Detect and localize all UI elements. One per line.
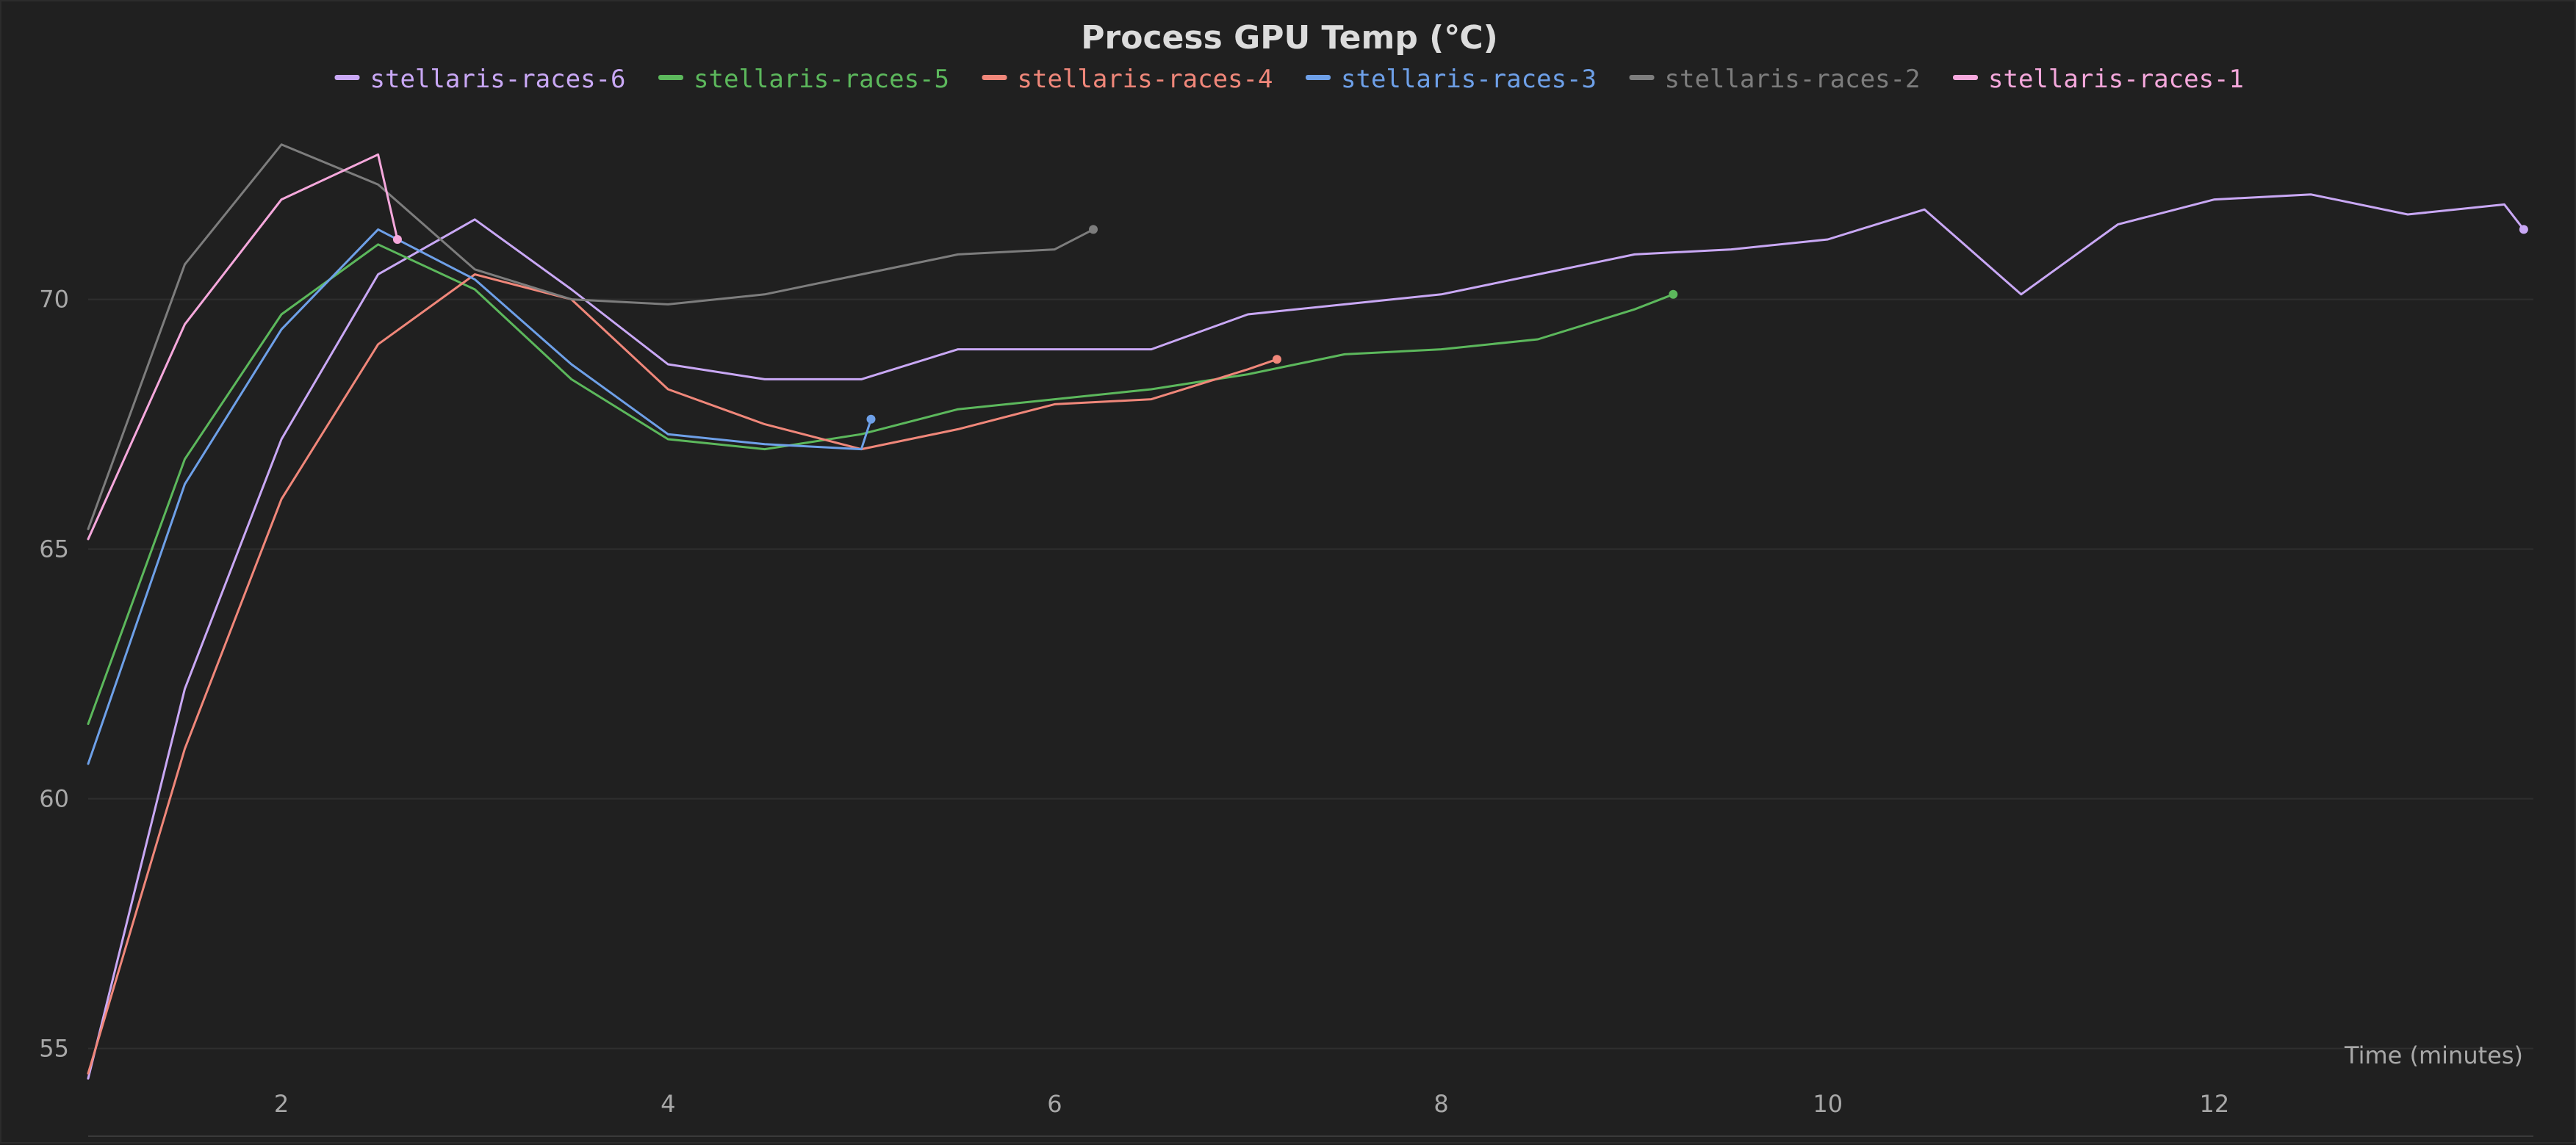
series-line-stellaris-races-5 xyxy=(87,243,1674,726)
y-axis-ticks: 55 60 65 70 xyxy=(39,286,69,1063)
legend-label: stellaris-races-3 xyxy=(1341,65,1597,94)
y-tick-label: 65 xyxy=(39,535,69,563)
y-tick-label: 70 xyxy=(39,286,69,314)
x-tick-label: 12 xyxy=(2200,1090,2230,1118)
series-end-point-stellaris-races-4 xyxy=(1272,355,1281,364)
series-end-point-stellaris-races-5 xyxy=(1669,289,1678,299)
legend-label: stellaris-races-4 xyxy=(1018,65,1273,94)
series-line-stellaris-races-1 xyxy=(87,153,399,541)
legend-swatch xyxy=(1306,75,1331,80)
x-tick-label: 8 xyxy=(1433,1090,1448,1118)
series-line-stellaris-races-3 xyxy=(87,228,872,765)
x-axis-label: Time (minutes) xyxy=(2344,1041,2523,1069)
series-end-point-stellaris-races-2 xyxy=(1089,225,1098,234)
y-tick-label: 55 xyxy=(39,1035,69,1063)
legend-swatch xyxy=(1629,75,1655,80)
x-tick-label: 4 xyxy=(661,1090,675,1118)
legend-swatch xyxy=(658,75,683,80)
legend: stellaris-races-6 stellaris-races-5 stella… xyxy=(334,65,2244,94)
legend-item-stellaris-races-2[interactable]: stellaris-races-2 xyxy=(1629,65,1921,94)
legend-item-stellaris-races-5[interactable]: stellaris-races-5 xyxy=(658,65,949,94)
series-line-stellaris-races-6 xyxy=(87,193,2525,1080)
series-line-stellaris-races-4 xyxy=(87,273,1278,1075)
y-tick-label: 60 xyxy=(39,785,69,813)
series-end-point-stellaris-races-1 xyxy=(392,235,402,244)
grid xyxy=(88,298,2533,1050)
legend-swatch xyxy=(334,75,360,80)
series-end-point-stellaris-races-6 xyxy=(2519,225,2528,234)
legend-label: stellaris-races-5 xyxy=(694,65,949,94)
legend-label: stellaris-races-1 xyxy=(1988,65,2244,94)
legend-label: stellaris-races-2 xyxy=(1665,65,1921,94)
legend-item-stellaris-races-3[interactable]: stellaris-races-3 xyxy=(1306,65,1597,94)
legend-label: stellaris-races-6 xyxy=(370,65,626,94)
x-tick-label: 6 xyxy=(1047,1090,1062,1118)
x-tick-label: 2 xyxy=(274,1090,289,1118)
series-line-stellaris-races-2 xyxy=(87,143,1095,530)
series-end-point-stellaris-races-3 xyxy=(866,414,876,424)
legend-item-stellaris-races-1[interactable]: stellaris-races-1 xyxy=(1953,65,2244,94)
x-tick-label: 10 xyxy=(1813,1090,1843,1118)
legend-item-stellaris-races-6[interactable]: stellaris-races-6 xyxy=(334,65,626,94)
legend-item-stellaris-races-4[interactable]: stellaris-races-4 xyxy=(982,65,1273,94)
x-axis-ticks: 2 4 6 8 10 12 xyxy=(274,1090,2229,1118)
series-lines xyxy=(87,143,2528,1080)
legend-swatch xyxy=(1953,75,1978,80)
chart-title: Process GPU Temp (℃) xyxy=(1081,19,1497,57)
legend-swatch xyxy=(982,75,1007,80)
